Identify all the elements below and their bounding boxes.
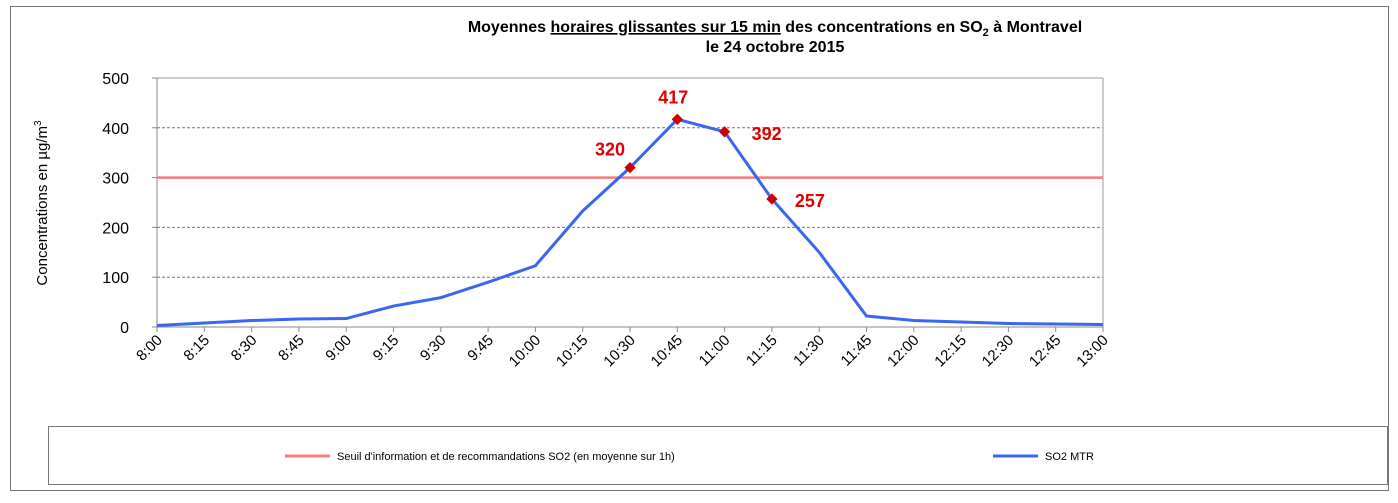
chart-frame xyxy=(10,6,1389,491)
y-tick-label: 0 xyxy=(120,320,129,337)
legend-label: SO2 MTR xyxy=(1045,451,1094,463)
y-tick-label: 400 xyxy=(102,121,129,138)
data-marker xyxy=(624,161,636,174)
data-label: 320 xyxy=(595,140,625,160)
title-part: horaires glissantes sur 15 min xyxy=(551,19,781,36)
y-tick-label: 100 xyxy=(102,270,129,287)
title-part: Moyennes xyxy=(468,19,551,36)
chart-title: Moyennes horaires glissantes sur 15 min … xyxy=(468,19,1082,39)
data-label: 392 xyxy=(752,124,782,144)
title-part: à Montravel xyxy=(989,19,1082,36)
data-marker xyxy=(766,193,778,205)
title-part: 2 xyxy=(983,27,989,39)
y-tick-label: 200 xyxy=(102,220,129,237)
y-tick-label: 500 xyxy=(102,71,129,88)
legend-box xyxy=(48,426,1388,485)
data-label: 257 xyxy=(795,191,825,211)
data-label: 417 xyxy=(658,87,688,107)
chart-subtitle: le 24 octobre 2015 xyxy=(706,39,845,56)
y-tick-label: 300 xyxy=(102,171,129,188)
legend-label: Seuil d'information et de recommandation… xyxy=(337,451,675,463)
y-label-part: Concentrations en µg/m xyxy=(34,126,51,286)
title-part: des concentrations en SO xyxy=(781,19,983,36)
y-axis-label: Concentrations en µg/m3 xyxy=(33,120,51,286)
y-label-part: 3 xyxy=(33,120,44,126)
